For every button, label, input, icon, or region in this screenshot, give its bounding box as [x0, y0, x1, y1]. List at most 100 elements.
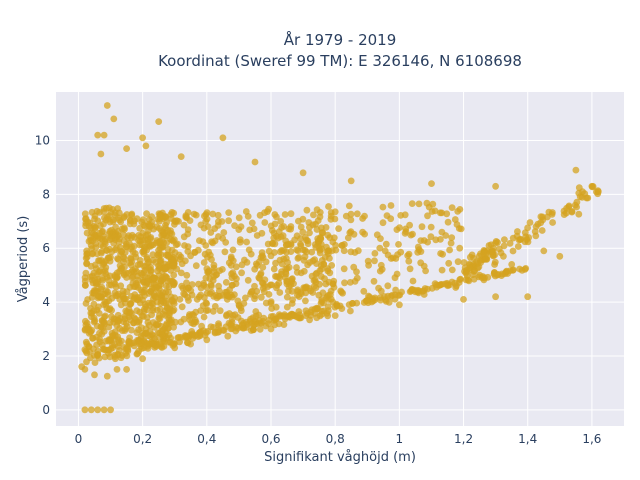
data-point [392, 286, 399, 294]
data-point [259, 264, 267, 271]
data-point [235, 214, 243, 222]
data-point [202, 218, 210, 225]
data-point [324, 307, 332, 315]
data-point [265, 247, 273, 255]
data-point [96, 208, 103, 216]
data-point [447, 239, 455, 247]
data-point [276, 312, 284, 320]
data-point [417, 237, 425, 245]
data-point [152, 284, 160, 292]
data-point [201, 250, 209, 258]
data-point [151, 335, 158, 342]
data-point [123, 343, 131, 351]
data-point [325, 247, 333, 255]
data-point [360, 287, 368, 295]
data-point [258, 319, 265, 327]
data-point [95, 257, 102, 264]
data-point [573, 198, 581, 206]
data-point [200, 313, 208, 321]
data-point [404, 252, 412, 259]
data-point [311, 309, 319, 317]
data-point [169, 262, 177, 270]
data-point [242, 294, 249, 302]
data-point [267, 325, 275, 333]
data-point [126, 301, 134, 308]
data-point [129, 248, 137, 256]
data-point [124, 234, 132, 242]
data-point [455, 225, 463, 232]
data-point [243, 238, 251, 246]
data-point [384, 282, 392, 290]
data-point [216, 307, 224, 315]
data-point [317, 235, 325, 243]
data-point [178, 260, 186, 268]
data-point [224, 332, 232, 340]
data-point [103, 372, 111, 380]
data-point [331, 312, 339, 319]
data-point [498, 270, 506, 278]
data-point [221, 248, 229, 256]
data-point [118, 337, 125, 345]
data-point [460, 259, 468, 266]
data-point [451, 216, 459, 223]
data-point [200, 224, 208, 232]
data-point [128, 210, 136, 218]
data-point [96, 267, 104, 274]
data-point [349, 300, 356, 307]
data-point [229, 257, 237, 265]
data-point [87, 354, 94, 362]
data-point [273, 284, 280, 292]
data-point [87, 327, 94, 335]
data-point [324, 265, 332, 273]
data-point [572, 166, 580, 174]
data-point [120, 271, 128, 279]
data-point [521, 266, 529, 273]
data-point [103, 102, 111, 109]
data-point [83, 229, 91, 237]
data-point [377, 296, 384, 304]
data-point [207, 229, 215, 236]
data-point [359, 215, 366, 222]
data-point [408, 200, 416, 208]
data-point [168, 296, 176, 304]
data-point [232, 323, 240, 331]
data-point [89, 335, 96, 342]
data-point [183, 271, 191, 279]
data-point [579, 188, 586, 196]
data-point [285, 312, 292, 320]
data-point [167, 334, 175, 342]
data-point [156, 312, 163, 319]
data-point [127, 326, 135, 334]
y-tick-label: 6 [42, 241, 50, 255]
data-point [333, 302, 341, 310]
data-point [470, 267, 478, 275]
data-point [219, 134, 227, 142]
data-point [202, 307, 210, 314]
y-tick-label: 10 [35, 133, 50, 147]
data-point [171, 344, 179, 352]
data-point [216, 292, 224, 300]
data-point [312, 270, 320, 278]
data-point [382, 240, 390, 248]
data-point [297, 223, 305, 231]
data-point [492, 239, 499, 247]
data-point [216, 267, 224, 275]
data-point [451, 279, 459, 287]
data-point [262, 258, 270, 266]
data-point [167, 215, 175, 222]
data-point [556, 252, 564, 260]
data-point [168, 209, 176, 216]
data-point [121, 295, 129, 303]
data-point [248, 219, 256, 227]
data-point [82, 269, 90, 277]
data-point [215, 282, 223, 290]
data-point [302, 297, 309, 305]
data-point [101, 290, 109, 298]
data-point [409, 230, 416, 238]
data-point [108, 307, 115, 314]
data-point [125, 338, 132, 346]
data-point [123, 366, 130, 373]
x-tick-label: 0,8 [326, 432, 345, 446]
data-point [276, 289, 284, 296]
